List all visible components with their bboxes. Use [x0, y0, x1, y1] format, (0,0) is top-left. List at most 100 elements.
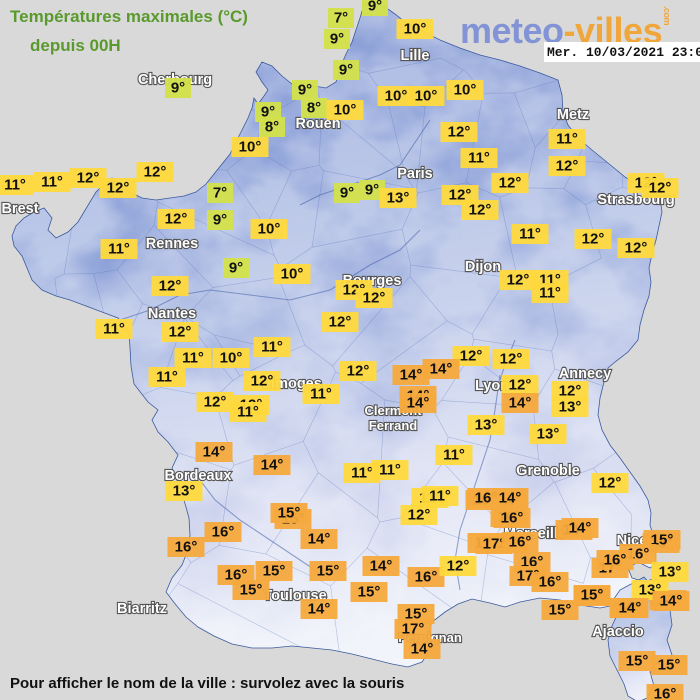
svg-text:9°: 9° — [340, 185, 354, 202]
svg-text:16°: 16° — [509, 534, 532, 551]
svg-text:Dijon: Dijon — [465, 259, 501, 275]
svg-text:14°: 14° — [660, 593, 683, 610]
svg-text:11°: 11° — [519, 226, 541, 243]
svg-text:14°: 14° — [499, 490, 522, 507]
svg-text:15°: 15° — [581, 587, 604, 604]
svg-text:12°: 12° — [582, 231, 605, 248]
svg-text:9°: 9° — [229, 260, 243, 277]
svg-text:7°: 7° — [213, 185, 227, 202]
svg-text:15°: 15° — [658, 657, 681, 674]
svg-text:10°: 10° — [258, 221, 281, 238]
svg-text:12°: 12° — [625, 240, 648, 257]
svg-text:12°: 12° — [169, 324, 192, 341]
svg-text:Ferrand: Ferrand — [369, 418, 417, 433]
svg-text:Paris: Paris — [397, 166, 432, 182]
svg-text:15°: 15° — [549, 602, 572, 619]
svg-text:14°: 14° — [407, 395, 430, 412]
svg-text:10°: 10° — [334, 102, 357, 119]
svg-text:15°: 15° — [358, 584, 381, 601]
svg-text:14°: 14° — [203, 444, 226, 461]
svg-text:12°: 12° — [507, 272, 530, 289]
svg-text:11°: 11° — [351, 465, 373, 482]
svg-text:12°: 12° — [165, 211, 188, 228]
svg-text:Lille: Lille — [400, 48, 429, 64]
svg-text:10°: 10° — [220, 350, 243, 367]
svg-text:12°: 12° — [469, 202, 492, 219]
svg-text:12°: 12° — [649, 180, 672, 197]
svg-text:11°: 11° — [556, 131, 578, 148]
svg-text:15°: 15° — [263, 563, 286, 580]
svg-text:Rennes: Rennes — [146, 236, 198, 252]
svg-text:14°: 14° — [619, 600, 642, 617]
svg-text:11°: 11° — [310, 386, 332, 403]
svg-text:10°: 10° — [404, 21, 427, 38]
svg-text:12°: 12° — [77, 170, 100, 187]
svg-text:12°: 12° — [460, 348, 483, 365]
svg-text:12°: 12° — [159, 278, 182, 295]
svg-text:12°: 12° — [251, 373, 274, 390]
svg-text:14°: 14° — [261, 457, 284, 474]
svg-text:14°: 14° — [411, 641, 434, 658]
svg-text:Annecy: Annecy — [559, 366, 611, 382]
svg-text:13°: 13° — [559, 399, 582, 416]
svg-text:12°: 12° — [556, 158, 579, 175]
svg-text:12°: 12° — [144, 164, 167, 181]
svg-text:12°: 12° — [599, 475, 622, 492]
svg-text:14°: 14° — [308, 531, 331, 548]
svg-text:15°: 15° — [278, 505, 301, 522]
svg-text:14°: 14° — [569, 520, 592, 537]
svg-text:13°: 13° — [387, 190, 410, 207]
svg-text:13°: 13° — [173, 483, 196, 500]
svg-text:12°: 12° — [363, 290, 386, 307]
svg-text:14°: 14° — [509, 395, 532, 412]
svg-text:11°: 11° — [539, 285, 561, 302]
svg-text:15°: 15° — [240, 582, 263, 599]
svg-text:12°: 12° — [447, 558, 470, 575]
svg-text:14°: 14° — [430, 361, 453, 378]
svg-text:12°: 12° — [448, 124, 471, 141]
svg-text:11°: 11° — [261, 339, 283, 356]
svg-text:16°: 16° — [501, 510, 524, 527]
svg-text:12°: 12° — [204, 394, 227, 411]
svg-text:12°: 12° — [499, 175, 522, 192]
svg-text:11°: 11° — [103, 321, 125, 338]
svg-text:13°: 13° — [537, 426, 560, 443]
svg-text:9°: 9° — [365, 182, 379, 199]
svg-text:11°: 11° — [443, 447, 465, 464]
svg-text:9°: 9° — [213, 212, 227, 229]
svg-text:14°: 14° — [400, 367, 423, 384]
svg-text:17°: 17° — [402, 621, 425, 638]
svg-text:11°: 11° — [41, 174, 63, 191]
svg-text:10°: 10° — [415, 88, 438, 105]
svg-text:12°: 12° — [408, 507, 431, 524]
svg-text:16°: 16° — [539, 574, 562, 591]
svg-text:15°: 15° — [317, 563, 340, 580]
svg-text:11°: 11° — [182, 350, 204, 367]
svg-text:12°: 12° — [500, 351, 523, 368]
svg-text:12°: 12° — [509, 377, 532, 394]
svg-text:10°: 10° — [281, 266, 304, 283]
svg-text:11°: 11° — [379, 462, 401, 479]
svg-text:8°: 8° — [307, 100, 321, 117]
svg-text:12°: 12° — [347, 363, 370, 380]
svg-text:11°: 11° — [429, 488, 451, 505]
svg-text:9°: 9° — [368, 0, 382, 15]
svg-text:8°: 8° — [265, 119, 279, 136]
svg-text:Ajaccio: Ajaccio — [592, 624, 644, 640]
svg-text:12°: 12° — [329, 314, 352, 331]
svg-text:14°: 14° — [308, 601, 331, 618]
svg-text:11°: 11° — [237, 404, 259, 421]
svg-text:16°: 16° — [212, 524, 235, 541]
svg-text:15°: 15° — [626, 653, 649, 670]
svg-text:7°: 7° — [334, 10, 348, 27]
svg-text:Grenoble: Grenoble — [516, 463, 580, 479]
svg-text:9°: 9° — [330, 31, 344, 48]
svg-text:12°: 12° — [107, 180, 130, 197]
svg-text:9°: 9° — [298, 82, 312, 99]
svg-text:11°: 11° — [468, 150, 490, 167]
svg-text:11°: 11° — [108, 241, 130, 258]
svg-text:10°: 10° — [239, 139, 262, 156]
svg-text:16°: 16° — [415, 569, 438, 586]
svg-text:9°: 9° — [171, 80, 185, 97]
svg-text:Biarritz: Biarritz — [117, 601, 167, 617]
